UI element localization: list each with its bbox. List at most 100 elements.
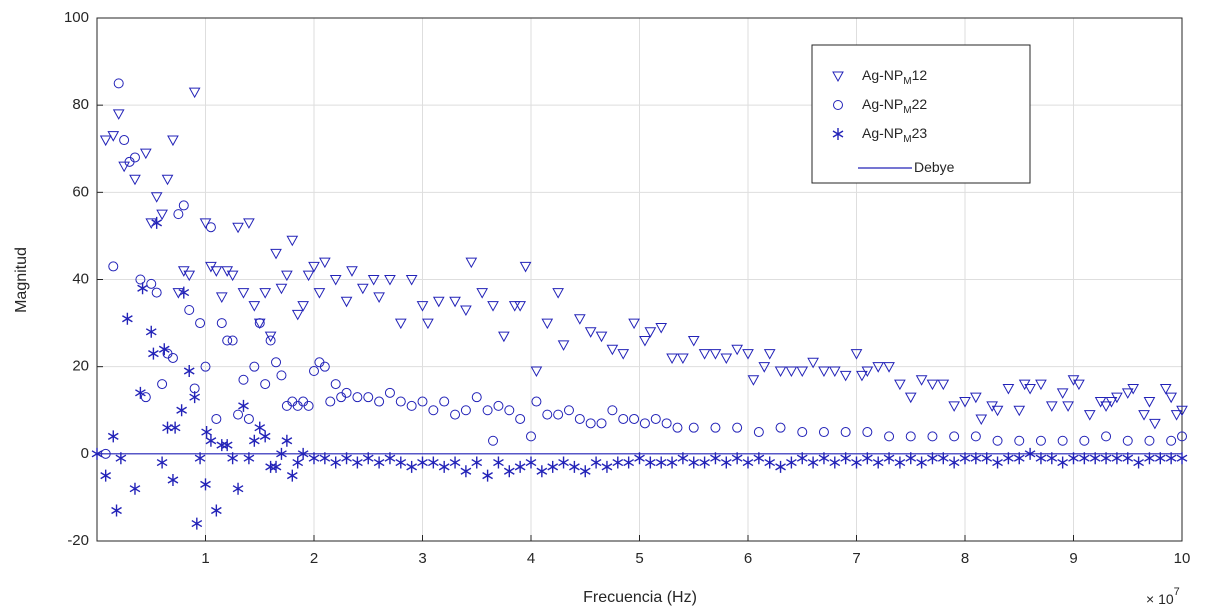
triangle-marker — [476, 288, 489, 299]
triangle-marker — [758, 362, 771, 373]
circle-marker — [113, 78, 124, 89]
x-tick-label: 1 — [201, 550, 209, 567]
plot-frame — [96, 17, 1183, 542]
circle-marker — [574, 413, 585, 424]
triangle-marker — [319, 257, 331, 269]
asterisk-marker — [916, 456, 927, 469]
asterisk-marker — [460, 465, 472, 478]
triangle-marker — [1149, 418, 1161, 430]
triangle-marker — [275, 283, 288, 295]
triangle-marker — [394, 318, 407, 330]
circle-marker — [884, 431, 895, 442]
circle-marker — [710, 422, 721, 433]
asterisk-marker — [612, 456, 624, 469]
triangle-marker — [915, 375, 928, 386]
asterisk-marker — [111, 504, 122, 517]
triangle-marker — [286, 235, 299, 247]
triangle-marker — [970, 392, 982, 404]
circle-marker — [531, 396, 542, 407]
asterisk-marker — [406, 460, 418, 473]
asterisk-marker — [107, 430, 119, 443]
asterisk-marker — [137, 282, 148, 295]
triangle-marker — [302, 270, 315, 282]
legend-label: Ag-NPM23 — [862, 125, 927, 145]
triangle-marker — [975, 414, 988, 425]
asterisk-marker — [579, 465, 591, 478]
circle-marker — [732, 422, 743, 433]
triangle-marker — [666, 353, 678, 364]
triangle-marker — [139, 148, 152, 160]
asterisk-marker — [872, 456, 884, 469]
triangle-marker — [742, 349, 754, 360]
legend-name: Ag-NP — [862, 67, 903, 83]
triangle-marker — [894, 379, 906, 391]
x-tick-label: 7 — [852, 550, 860, 567]
circle-marker — [1079, 435, 1090, 446]
circle-marker — [319, 361, 330, 372]
circle-marker — [526, 431, 536, 442]
triangle-marker — [926, 379, 939, 391]
circle-marker — [775, 422, 786, 433]
circle-marker — [146, 278, 157, 289]
asterisk-marker — [1133, 456, 1144, 469]
circle-marker — [238, 374, 249, 385]
triangle-marker — [384, 275, 396, 286]
circle-marker — [200, 361, 211, 372]
circle-marker — [1177, 431, 1187, 442]
asterisk-marker — [655, 456, 667, 469]
triangle-marker — [1100, 401, 1112, 412]
asterisk-marker — [493, 456, 504, 469]
circle-marker — [840, 427, 851, 438]
triangle-marker — [232, 222, 244, 234]
asterisk-marker — [167, 473, 179, 486]
circle-marker — [227, 335, 238, 346]
triangle-marker — [904, 392, 917, 404]
circle-marker — [178, 200, 189, 211]
triangle-marker — [281, 270, 293, 282]
asterisk-marker — [601, 460, 613, 473]
x-tick-label: 6 — [744, 550, 752, 567]
circle-marker — [607, 405, 618, 416]
x-axis-label: Frecuencia (Hz) — [583, 589, 697, 606]
legend-label: Ag-NPM22 — [862, 96, 927, 116]
circle-marker — [205, 222, 216, 233]
triangle-marker — [1143, 397, 1156, 408]
legend-name: Debye — [914, 159, 955, 175]
circle-marker — [596, 418, 607, 429]
triangle-marker — [1176, 405, 1188, 417]
circle-marker — [992, 435, 1003, 446]
asterisk-marker — [156, 456, 168, 469]
asterisk-marker — [644, 456, 656, 469]
triangle-marker — [655, 322, 668, 334]
triangle-marker — [541, 318, 554, 330]
triangle-marker — [747, 375, 760, 386]
circle-marker — [167, 352, 178, 363]
legend-label: Ag-NPM12 — [862, 67, 927, 87]
y-tick-label: 60 — [72, 183, 89, 200]
circle-marker — [129, 152, 140, 163]
circle-marker — [688, 422, 699, 433]
triangle-marker — [959, 397, 971, 408]
asterisk-marker — [417, 456, 428, 469]
x-tick-label: 8 — [961, 550, 969, 567]
legend-label: Debye — [914, 159, 955, 175]
triangle-marker — [573, 314, 586, 325]
triangle-marker — [291, 309, 304, 321]
y-tick-label: -20 — [67, 532, 89, 549]
asterisk-marker — [129, 482, 141, 495]
circle-marker — [108, 261, 119, 272]
asterisk-marker — [569, 460, 580, 473]
asterisk-marker — [254, 421, 266, 434]
triangle-marker — [1138, 410, 1150, 421]
circle-marker — [650, 413, 661, 424]
triangle-marker — [1002, 383, 1015, 395]
legend-marker — [832, 71, 844, 83]
triangle-marker — [839, 370, 852, 382]
circle-marker — [395, 396, 406, 407]
asterisk-marker — [169, 421, 181, 434]
triangle-marker — [698, 349, 711, 360]
circle-marker — [254, 318, 265, 329]
asterisk-marker — [373, 456, 385, 469]
asterisk-marker — [438, 460, 450, 473]
asterisk-marker — [449, 456, 461, 469]
